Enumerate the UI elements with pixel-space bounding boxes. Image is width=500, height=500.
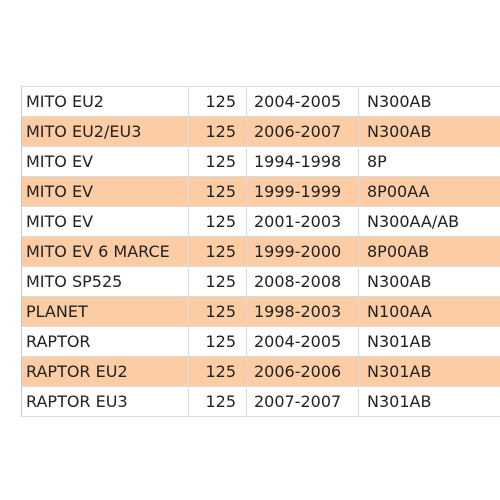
years-cell: 1999-2000: [247, 237, 359, 266]
data-grid: MITO EU2 125 2004-2005 N300AB MITO EU2/E…: [21, 86, 500, 417]
cc-cell: 125: [189, 357, 247, 386]
model-cell: RAPTOR EU3: [21, 387, 189, 416]
cc-cell: 125: [189, 117, 247, 146]
table-row[interactable]: MITO EV 125 2001-2003 N300AA/AB: [21, 207, 500, 237]
years-cell: 1999-1999: [247, 177, 359, 206]
years-cell: 2006-2007: [247, 117, 359, 146]
table-row[interactable]: RAPTOR EU2 125 2006-2006 N301AB: [21, 357, 500, 387]
code-cell: N301AB: [367, 392, 432, 411]
years-cell: 2007-2007: [247, 387, 359, 416]
table-row[interactable]: MITO EV 125 1994-1998 8P: [21, 147, 500, 177]
cc-cell: 125: [189, 387, 247, 416]
cc-cell: 125: [189, 177, 247, 206]
cc-cell: 125: [189, 327, 247, 356]
model-cell: MITO EV: [21, 177, 189, 206]
model-cell: MITO EV: [21, 147, 189, 176]
model-cell: MITO EU2/EU3: [21, 117, 189, 146]
code-cell: N300AB: [367, 122, 432, 141]
cc-cell: 125: [189, 267, 247, 296]
cc-cell: 125: [189, 207, 247, 236]
years-cell: 2004-2005: [247, 87, 359, 116]
table-row[interactable]: MITO EU2/EU3 125 2006-2007 N300AB: [21, 117, 500, 147]
code-cell: N300AA/AB: [367, 212, 460, 231]
model-cell: MITO EU2: [21, 87, 189, 116]
table-row[interactable]: RAPTOR EU3 125 2007-2007 N301AB: [21, 387, 500, 417]
cc-cell: 125: [189, 147, 247, 176]
code-cell: N301AB: [367, 362, 432, 381]
years-cell: 2006-2006: [247, 357, 359, 386]
code-cell: 8P00AB: [367, 242, 430, 261]
code-cell: N300AB: [367, 272, 432, 291]
cc-cell: 125: [189, 237, 247, 266]
years-cell: 2004-2005: [247, 327, 359, 356]
years-cell: 2001-2003: [247, 207, 359, 236]
cc-cell: 125: [189, 87, 247, 116]
model-cell: MITO EV: [21, 207, 189, 236]
table-row[interactable]: MITO EV 125 1999-1999 8P00AA: [21, 177, 500, 207]
table-row[interactable]: MITO SP525 125 2008-2008 N300AB: [21, 267, 500, 297]
code-cell: N100AA: [367, 302, 432, 321]
years-cell: 1998-2003: [247, 297, 359, 326]
code-cell: N301AB: [367, 332, 432, 351]
years-cell: 2008-2008: [247, 267, 359, 296]
model-cell: RAPTOR EU2: [21, 357, 189, 386]
model-cell: RAPTOR: [21, 327, 189, 356]
table-row[interactable]: RAPTOR 125 2004-2005 N301AB: [21, 327, 500, 357]
cc-cell: 125: [189, 297, 247, 326]
model-cell: PLANET: [21, 297, 189, 326]
model-cell: MITO EV 6 MARCE: [21, 237, 189, 266]
code-cell: 8P00AA: [367, 182, 430, 201]
code-cell: N300AB: [367, 92, 432, 111]
table-row[interactable]: PLANET 125 1998-2003 N100AA: [21, 297, 500, 327]
years-cell: 1994-1998: [247, 147, 359, 176]
code-cell: 8P: [367, 152, 387, 171]
model-cell: MITO SP525: [21, 267, 189, 296]
table-row[interactable]: MITO EV 6 MARCE 125 1999-2000 8P00AB: [21, 237, 500, 267]
table-row[interactable]: MITO EU2 125 2004-2005 N300AB: [21, 87, 500, 117]
